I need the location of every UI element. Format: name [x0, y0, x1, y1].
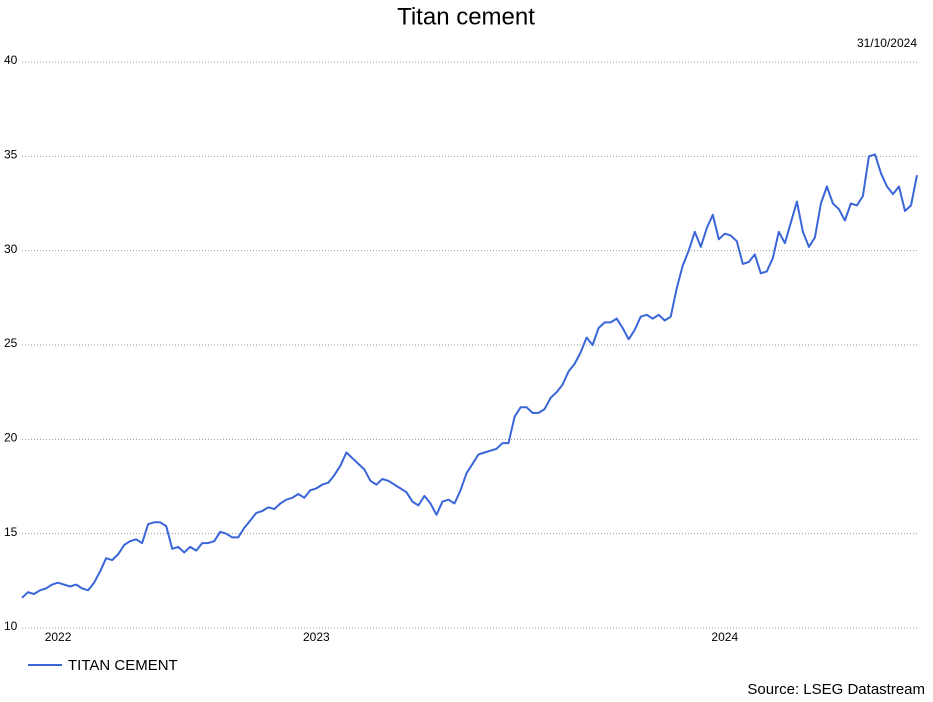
- x-tick-label: 2024: [711, 630, 738, 644]
- chart-title: Titan cement: [397, 3, 535, 30]
- date-label: 31/10/2024: [857, 36, 917, 50]
- source: Source: LSEG Datastream: [747, 681, 925, 698]
- y-tick-label: 35: [4, 148, 18, 162]
- y-tick-label: 25: [4, 336, 18, 350]
- line: [21, 153, 918, 599]
- y-tick-label: 30: [4, 242, 18, 256]
- x-tick-label: 2022: [45, 630, 72, 644]
- x-tick-label: 2023: [303, 630, 330, 644]
- y-tick-label: 15: [4, 525, 18, 539]
- y-tick-label: 10: [4, 619, 18, 633]
- y-tick-label: 20: [4, 431, 18, 445]
- y-tick-label: 40: [4, 53, 18, 67]
- legend-label: TITAN CEMENT: [68, 657, 178, 674]
